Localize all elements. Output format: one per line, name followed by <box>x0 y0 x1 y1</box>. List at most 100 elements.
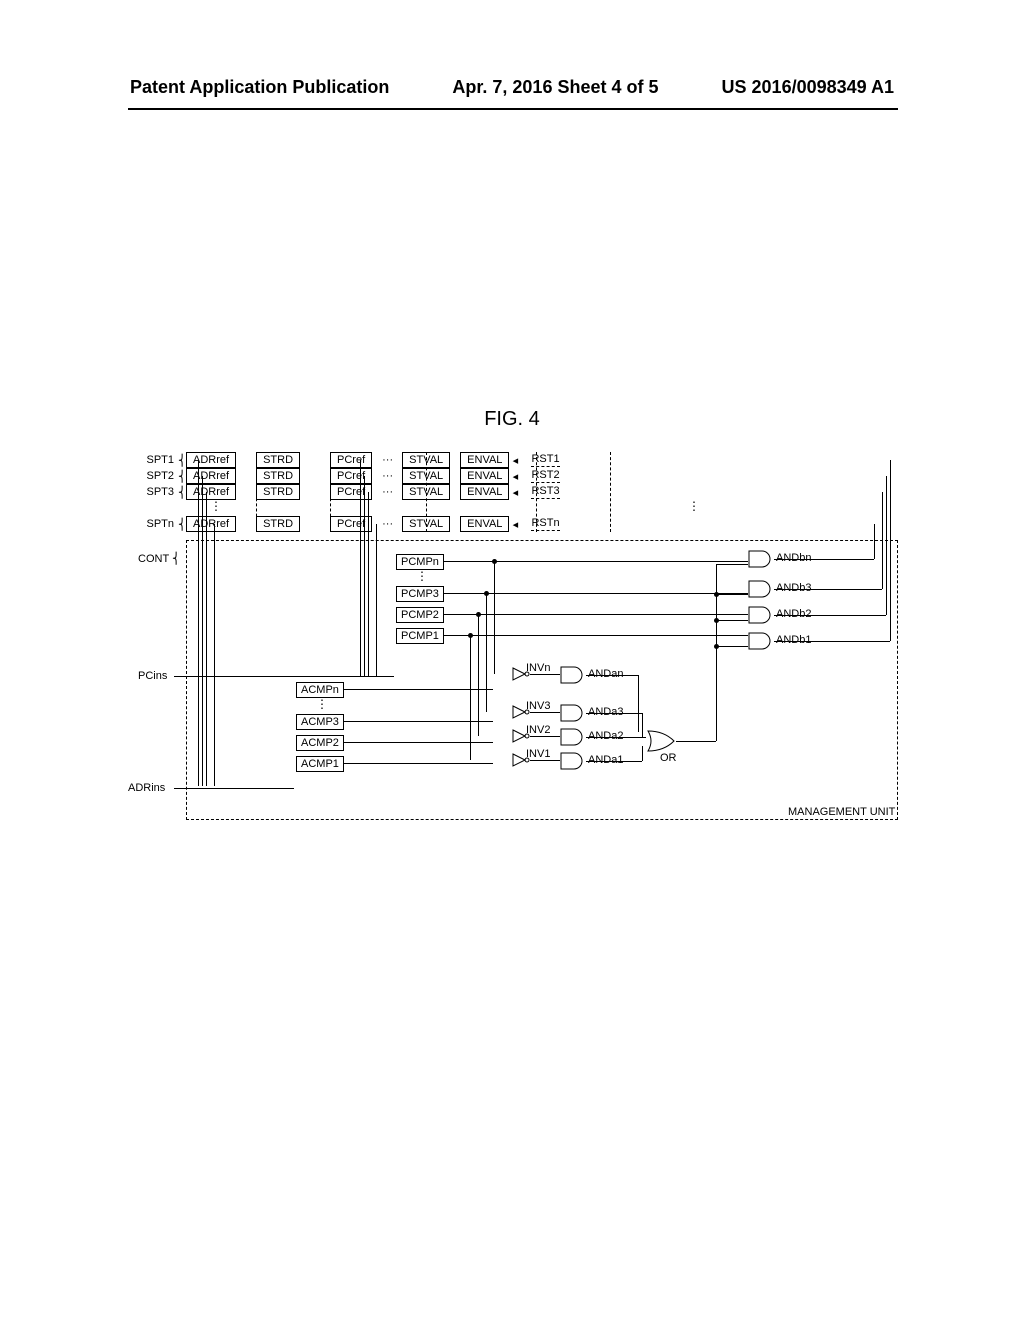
dashed-separator <box>256 452 257 532</box>
cell: ENVAL <box>460 452 509 468</box>
cell: PCref <box>330 452 372 468</box>
wire <box>364 476 365 676</box>
wire <box>443 635 748 636</box>
wire <box>676 741 716 742</box>
andb-label: ANDb1 <box>776 634 811 646</box>
and-gate-icon <box>560 728 586 746</box>
header-left: Patent Application Publication <box>130 77 389 98</box>
spt-label: SPT2 <box>128 470 178 482</box>
wire <box>716 620 748 621</box>
wire <box>360 460 361 676</box>
cell: ENVAL <box>460 516 509 532</box>
wire <box>716 646 748 647</box>
wire <box>530 712 560 713</box>
figure-title: FIG. 4 <box>484 408 540 431</box>
vdots-icon: ⋮ <box>316 702 328 706</box>
wire <box>586 675 638 676</box>
wire <box>890 460 891 641</box>
dashed-separator <box>536 452 537 532</box>
wire <box>716 564 748 565</box>
pcins-label: PCins <box>138 670 167 682</box>
wire <box>443 614 748 615</box>
header-right: US 2016/0098349 A1 <box>722 77 894 98</box>
wire <box>530 674 560 675</box>
and-gate-icon <box>748 550 774 568</box>
cell: ENVAL <box>460 468 509 484</box>
anda-label: ANDan <box>588 668 623 680</box>
wire <box>174 676 394 677</box>
arrow-icon: ◂ <box>509 454 521 467</box>
and-gate-icon <box>560 666 586 684</box>
brace-icon: ⎨ <box>178 470 186 483</box>
wire <box>443 561 748 562</box>
wire <box>198 460 199 786</box>
wire <box>343 763 493 764</box>
anda-label: ANDa1 <box>588 754 623 766</box>
node-dot <box>714 618 719 623</box>
and-gate-icon <box>560 704 586 722</box>
wire <box>202 476 203 786</box>
cell: PCref <box>330 484 372 500</box>
arrow-icon: ◂ <box>509 470 521 483</box>
spt-label: SPT3 <box>128 486 178 498</box>
node-dot <box>714 644 719 649</box>
wire <box>343 721 493 722</box>
cell: STRD <box>256 452 300 468</box>
or-gate-icon <box>646 730 676 752</box>
wire <box>586 713 642 714</box>
wire <box>716 594 748 595</box>
wire <box>530 736 560 737</box>
spt-label: SPT1 <box>128 454 178 466</box>
cell: PCref <box>330 468 372 484</box>
wire <box>494 561 495 674</box>
wire <box>774 559 874 560</box>
wire <box>886 476 887 615</box>
wire <box>376 524 377 676</box>
dots: ··· <box>372 470 403 482</box>
and-gate-icon <box>748 606 774 624</box>
wire <box>586 761 642 762</box>
andb-label: ANDbn <box>776 552 811 564</box>
cont-label: CONT ⎨ <box>138 552 180 565</box>
inverter-icon <box>512 667 530 681</box>
cell: STRD <box>256 516 300 532</box>
arrow-icon: ◂ <box>509 518 521 531</box>
wire <box>174 788 294 789</box>
brace-icon: ⎨ <box>178 454 186 467</box>
wire <box>874 524 875 559</box>
and-gate-icon <box>560 752 586 770</box>
wire <box>638 675 639 732</box>
wire <box>774 641 890 642</box>
vdots-icon: ⋮ <box>210 504 222 508</box>
adrins-label: ADRins <box>128 782 165 794</box>
arrow-icon: ◂ <box>509 486 521 499</box>
pcmp-box: PCMPn <box>396 554 444 570</box>
acmp-box: ACMP3 <box>296 714 344 730</box>
wire <box>478 614 479 736</box>
or-label: OR <box>660 752 677 764</box>
cell: ADRref <box>186 516 236 532</box>
cell: PCref <box>330 516 372 532</box>
wire <box>642 746 643 761</box>
wire <box>368 492 369 676</box>
pcmp-box: PCMP1 <box>396 628 444 644</box>
wire <box>882 492 883 589</box>
acmp-box: ACMP1 <box>296 756 344 772</box>
spt-label: SPTn <box>128 518 178 530</box>
inverter-icon <box>512 729 530 743</box>
vdots-icon: ⋮ <box>688 504 700 508</box>
andb-label: ANDb3 <box>776 582 811 594</box>
acmp-box: ACMPn <box>296 682 344 698</box>
cell: ADRref <box>186 468 236 484</box>
dashed-separator <box>610 452 611 532</box>
brace-icon: ⎨ <box>178 518 186 531</box>
pcmp-box: PCMP2 <box>396 607 444 623</box>
dashed-separator <box>330 452 331 532</box>
wire <box>586 737 646 738</box>
and-gate-icon <box>748 580 774 598</box>
wire <box>530 760 560 761</box>
brace-icon: ⎨ <box>178 486 186 499</box>
wire <box>774 589 882 590</box>
inverter-icon <box>512 705 530 719</box>
cell: ADRref <box>186 452 236 468</box>
